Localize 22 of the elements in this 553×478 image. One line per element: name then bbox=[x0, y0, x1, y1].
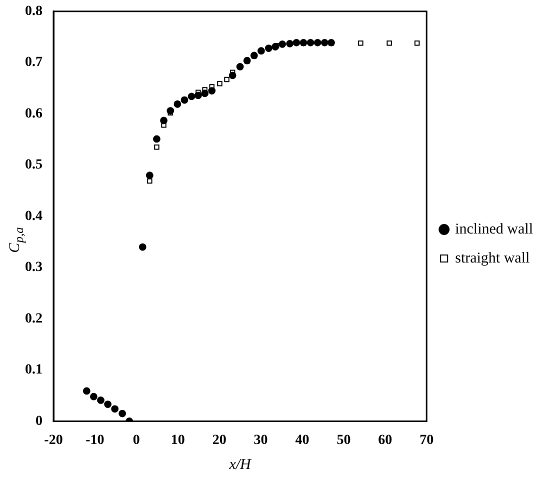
y-tick-label: 0.3 bbox=[25, 260, 42, 276]
y-tick-label: 0.7 bbox=[25, 55, 42, 70]
x-tick-label: 10 bbox=[170, 433, 185, 448]
y-tick-label: 0 bbox=[36, 414, 42, 429]
y-tick-label: 0.5 bbox=[25, 158, 42, 173]
x-tick-label: 70 bbox=[420, 433, 434, 448]
x-tick-label: 0 bbox=[132, 433, 140, 448]
y-tick-label: 0.1 bbox=[25, 362, 42, 378]
y-tick-label: 0.4 bbox=[25, 208, 42, 224]
x-tick-label: -20 bbox=[44, 433, 63, 448]
x-tick-label: -10 bbox=[86, 433, 104, 448]
y-tick-label: 0.8 bbox=[25, 4, 42, 20]
y-tick-label: 0.2 bbox=[25, 311, 42, 326]
x-tick-label: 20 bbox=[212, 433, 226, 448]
x-axis-title: x/H bbox=[228, 456, 252, 473]
y-tick-label: 0.6 bbox=[25, 106, 42, 122]
x-tick-label: 60 bbox=[378, 433, 392, 448]
legend-label: straight wall bbox=[455, 250, 530, 266]
x-tick-label: 40 bbox=[295, 433, 310, 448]
x-tick-label: 50 bbox=[336, 433, 351, 448]
legend-label: inclined wall bbox=[455, 221, 534, 238]
x-tick-label: 30 bbox=[254, 433, 268, 448]
